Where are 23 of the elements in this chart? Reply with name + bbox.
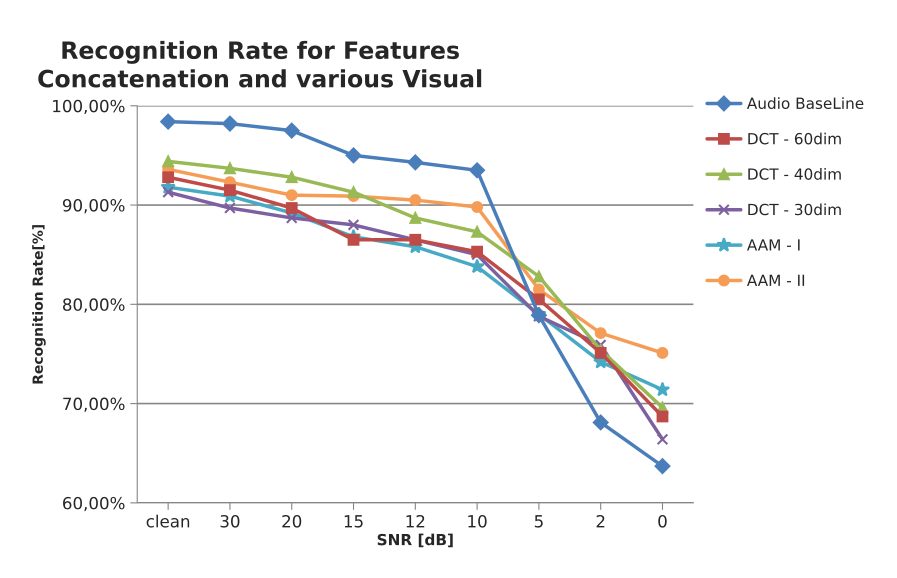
y-axis-title: Recognition Rate[%] — [32, 225, 46, 384]
y-tick-label: 80,00% — [63, 298, 125, 313]
y-tick-label: 100,00% — [53, 100, 125, 114]
legend-label: AAM - II — [746, 274, 804, 286]
x-tick-label: 10 — [468, 514, 487, 528]
x-tick-label: 5 — [534, 515, 543, 528]
y-tick-label: 60,00% — [63, 496, 125, 512]
x-tick-label: 12 — [406, 514, 424, 528]
legend-label: AAM - I — [746, 239, 800, 250]
legend-label: Audio BaseLine — [746, 97, 864, 110]
x-tick-label: 30 — [220, 514, 240, 528]
x-tick-label: clean — [146, 514, 190, 528]
legend-label: DCT - 60dim — [748, 132, 841, 144]
x-axis-title: SNR [dB] — [378, 534, 453, 548]
legend-label: DCT - 40dim — [748, 168, 841, 180]
x-tick-label: 0 — [658, 514, 667, 528]
legend-label: DCT - 30dim — [748, 203, 841, 216]
y-tick-label: 70,00% — [63, 398, 125, 412]
y-tick-label: 90,00% — [62, 199, 125, 214]
chart-title: Recognition Rate for Features Concatenation and various Visual — [38, 40, 482, 88]
x-tick-label: 15 — [344, 515, 363, 528]
x-tick-label: 20 — [282, 514, 302, 528]
x-tick-label: 2 — [596, 514, 604, 528]
